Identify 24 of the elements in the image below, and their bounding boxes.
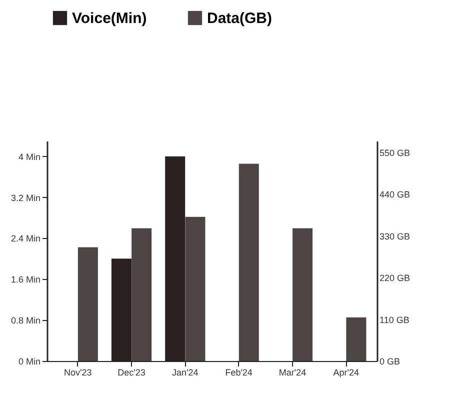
y-tick-label: 0 Min (18, 356, 40, 366)
x-tick-label: Jan'24 (172, 368, 198, 378)
y2-tick-label: 330 GB (380, 231, 410, 242)
y-tick-label: 1.6 Min (10, 274, 40, 285)
bar (78, 247, 98, 361)
bar (238, 164, 259, 361)
y2-tick-label: 110 GB (380, 314, 410, 325)
y-tick-label: 0.8 Min (10, 316, 40, 326)
x-tick-label: Mar'24 (278, 368, 306, 378)
x-tick-label: Apr'24 (333, 368, 360, 378)
x-tick-label: Nov'23 (64, 368, 92, 378)
y-tick-label: 3.2 Min (10, 192, 40, 203)
bar (346, 317, 366, 361)
y2-tick-label: 550 GB (380, 148, 410, 158)
y2-tick-label: 0 GB (380, 356, 400, 366)
y-tick-label: 2.4 Min (10, 234, 40, 244)
x-tick-label: Feb'24 (225, 368, 252, 378)
y-tick-label: 4 Min (18, 152, 40, 162)
bar (292, 228, 313, 361)
legend-label: Data(GB) (207, 10, 272, 27)
y2-tick-label: 220 GB (380, 273, 410, 284)
legend-label: Voice(Min) (72, 10, 147, 27)
x-tick-label: Dec'23 (118, 368, 146, 378)
y2-tick-label: 440 GB (380, 190, 410, 200)
